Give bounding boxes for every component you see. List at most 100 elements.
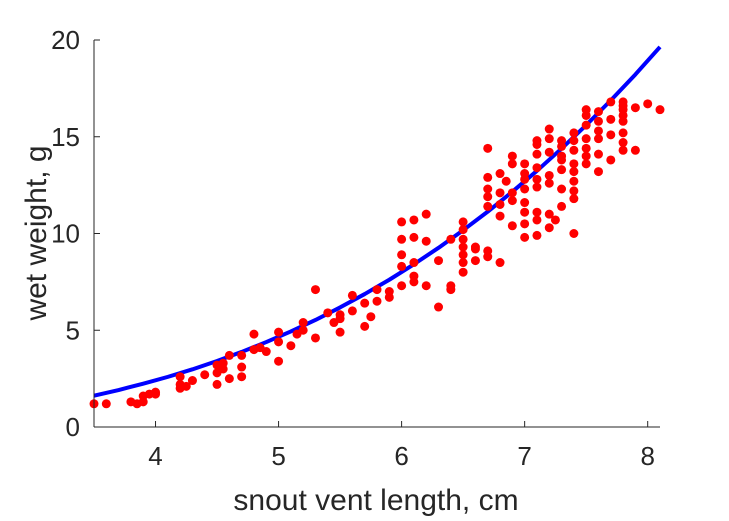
data-point: [372, 296, 382, 306]
data-point: [544, 147, 554, 157]
data-point: [470, 242, 480, 252]
data-point: [335, 310, 345, 320]
data-point: [224, 374, 234, 384]
x-axis-label: snout vent length, cm: [233, 484, 518, 517]
data-point: [544, 209, 554, 219]
data-point: [606, 155, 616, 165]
data-point: [581, 105, 591, 115]
data-point: [520, 207, 530, 217]
data-point: [372, 285, 382, 295]
data-point: [606, 97, 616, 107]
data-point: [544, 134, 554, 144]
data-point: [581, 143, 591, 153]
data-point: [286, 341, 296, 351]
data-point: [409, 232, 419, 242]
data-point: [409, 215, 419, 225]
data-point: [458, 234, 468, 244]
x-tick-label: 6: [394, 441, 408, 471]
data-point: [569, 167, 579, 177]
data-point: [495, 211, 505, 221]
data-point: [544, 178, 554, 188]
data-point: [606, 130, 616, 140]
axes: 4 5 6 7 8 0 5 10 15 20: [51, 25, 660, 471]
data-point: [569, 186, 579, 196]
data-point: [557, 184, 567, 194]
data-point: [557, 151, 567, 161]
data-point: [409, 258, 419, 268]
x-tick-label: 8: [640, 441, 654, 471]
data-point: [434, 256, 444, 266]
data-point: [495, 188, 505, 198]
data-point: [397, 250, 407, 260]
data-point: [181, 381, 191, 391]
data-point: [237, 372, 247, 382]
y-tick-label: 10: [51, 219, 80, 249]
data-point: [507, 188, 517, 198]
data-point: [483, 143, 493, 153]
data-point: [593, 116, 603, 126]
y-tick-label: 20: [51, 25, 80, 55]
data-point: [347, 290, 357, 300]
data-point: [470, 256, 480, 266]
data-point: [532, 215, 542, 225]
data-point: [224, 350, 234, 360]
data-point: [507, 196, 517, 206]
data-point: [520, 159, 530, 169]
data-point: [618, 128, 628, 138]
data-point: [347, 306, 357, 316]
data-point: [483, 192, 493, 202]
data-point: [310, 333, 320, 343]
data-point: [187, 376, 197, 386]
data-point: [397, 217, 407, 227]
data-point: [446, 234, 456, 244]
data-point: [421, 281, 431, 291]
data-point: [544, 124, 554, 134]
data-point: [593, 126, 603, 136]
data-point: [421, 209, 431, 219]
data-point: [483, 201, 493, 211]
data-point: [384, 287, 394, 297]
data-point: [458, 267, 468, 277]
data-point: [544, 170, 554, 180]
data-point: [360, 321, 370, 331]
data-point: [458, 258, 468, 268]
data-point: [630, 103, 640, 113]
data-point: [593, 107, 603, 117]
data-point: [495, 199, 505, 209]
data-point: [249, 329, 259, 339]
data-point: [101, 399, 111, 409]
fit-curve-layer: [93, 45, 662, 398]
data-point: [261, 347, 271, 357]
data-point: [397, 281, 407, 291]
data-point: [532, 230, 542, 240]
data-point: [569, 176, 579, 186]
y-tick-label: 15: [51, 122, 80, 152]
data-point: [335, 327, 345, 337]
data-point: [237, 362, 247, 372]
data-point: [421, 236, 431, 246]
data-point: [397, 261, 407, 271]
data-point: [520, 198, 530, 208]
data-point: [483, 184, 493, 194]
data-point: [360, 298, 370, 308]
data-point: [606, 114, 616, 124]
data-point: [569, 159, 579, 169]
data-point: [618, 145, 628, 155]
data-point: [237, 350, 247, 360]
data-point: [557, 165, 567, 175]
data-point: [501, 176, 511, 186]
data-point: [544, 223, 554, 233]
y-tick-label: 5: [66, 315, 80, 345]
data-point: [593, 149, 603, 159]
data-point: [581, 159, 591, 169]
data-point: [274, 356, 284, 366]
data-point: [151, 387, 161, 397]
data-point: [323, 308, 333, 318]
data-point: [200, 370, 210, 380]
data-point: [483, 172, 493, 182]
data-point: [458, 217, 468, 227]
data-point: [212, 379, 222, 389]
data-point: [397, 234, 407, 244]
x-tick-label: 5: [271, 441, 285, 471]
data-point: [569, 128, 579, 138]
